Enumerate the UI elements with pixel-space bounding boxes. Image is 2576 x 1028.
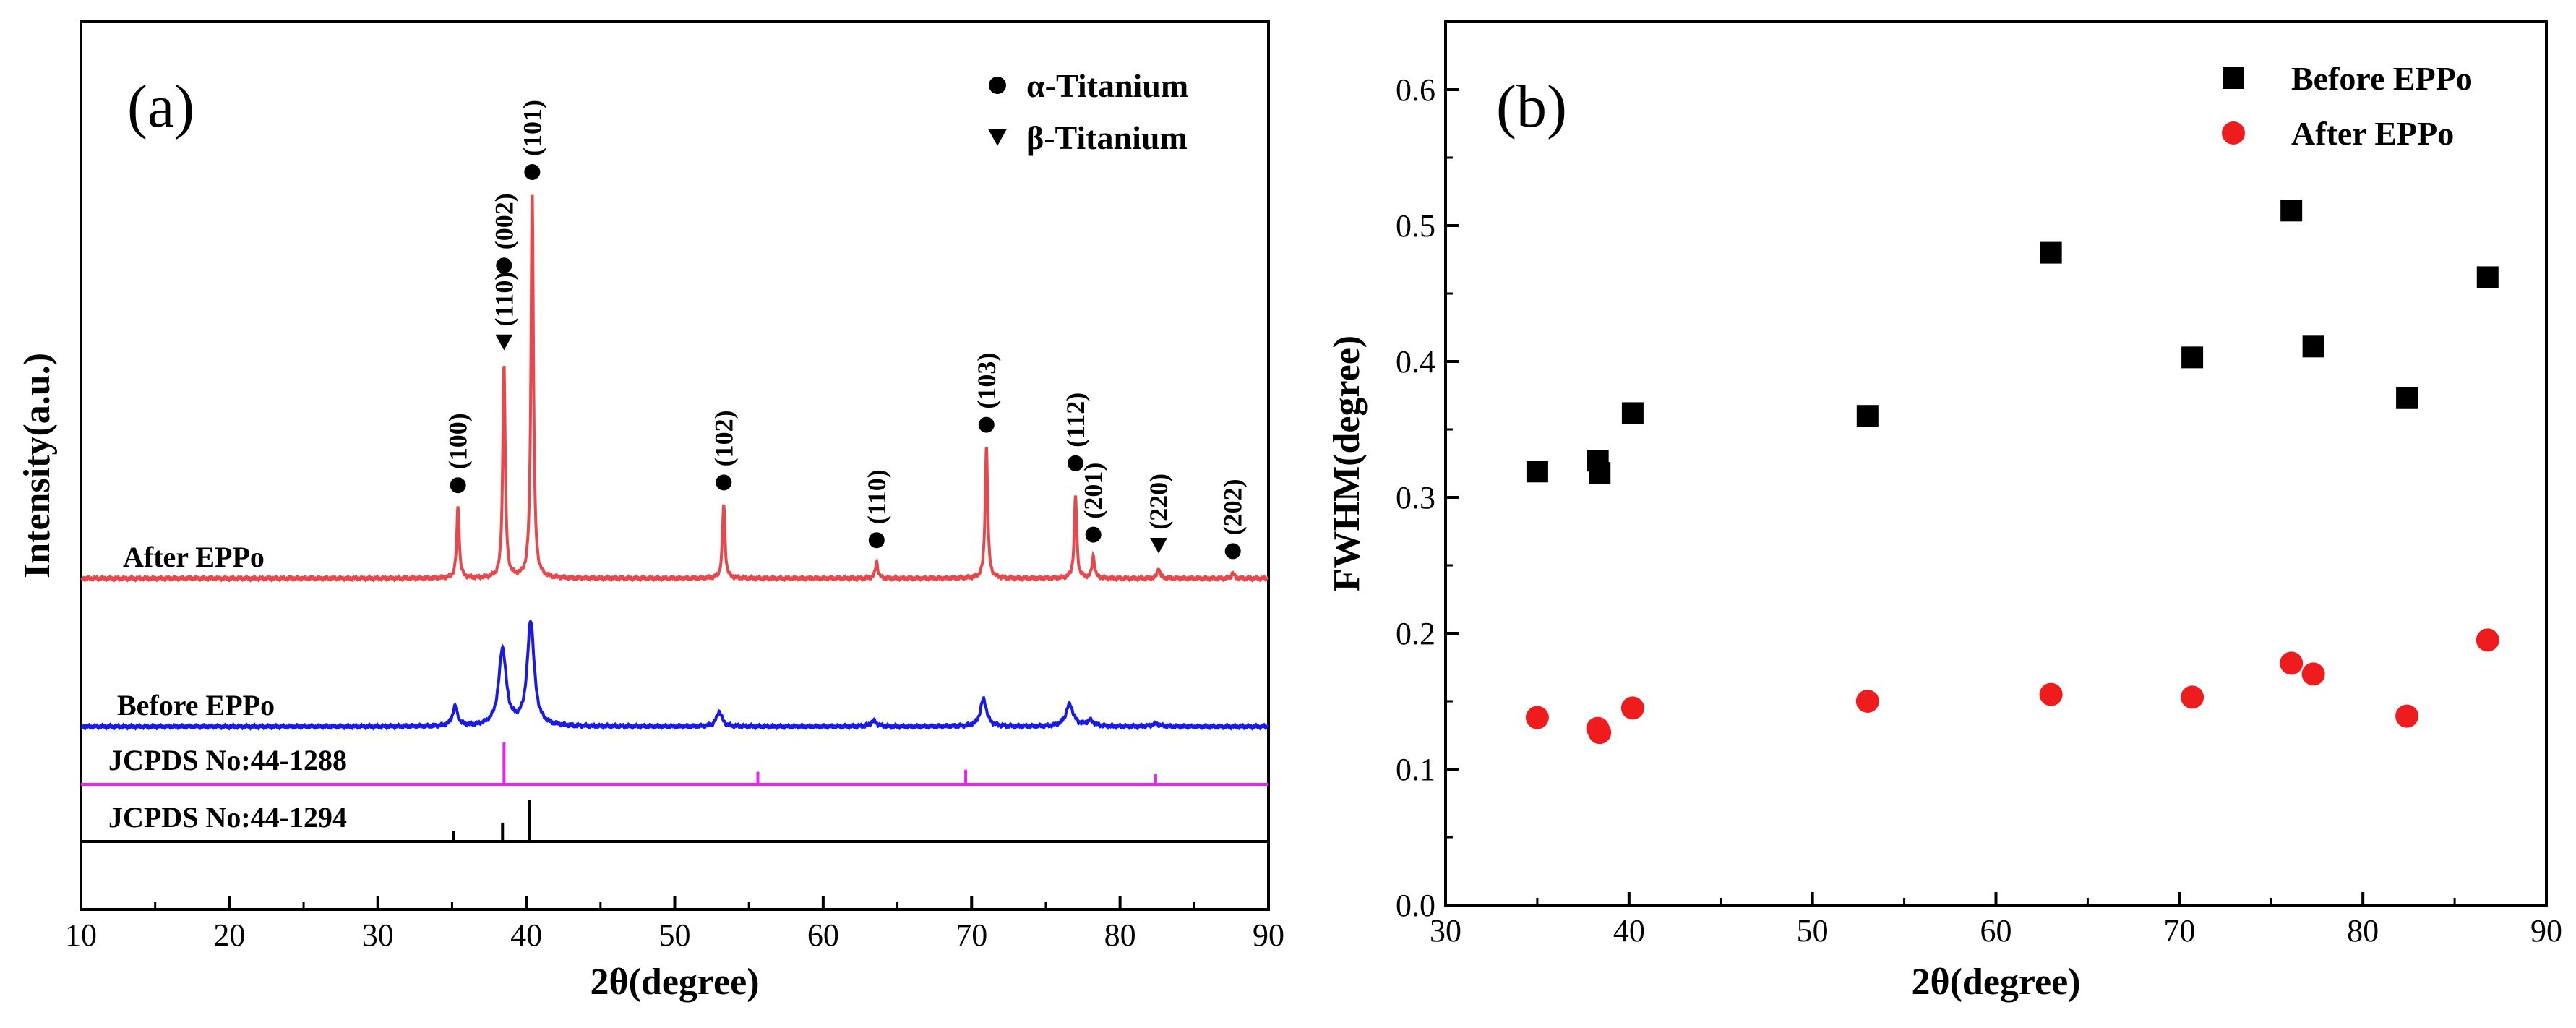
data-point-after	[2395, 704, 2419, 728]
x-tick-label-a: 40	[510, 917, 542, 953]
legend-label-a: α-Titanium	[1026, 67, 1188, 104]
peak-marker	[1150, 538, 1168, 554]
x-tick-label-a: 50	[659, 917, 691, 953]
data-point-after	[1855, 690, 1879, 713]
data-point-after	[1620, 696, 1644, 720]
data-point-after	[2476, 628, 2499, 652]
legend-label-b: After EPPo	[2291, 115, 2454, 152]
y-tick-label-b: 0.6	[1396, 72, 1435, 108]
data-point-after	[2181, 685, 2204, 709]
peak-index-label: (102)	[709, 410, 738, 466]
data-point-before	[1526, 461, 1548, 483]
peak-marker	[1224, 543, 1241, 560]
x-tick-label-b: 40	[1613, 913, 1645, 948]
peak-index-label: (201)	[1079, 463, 1108, 519]
x-tick-label-b: 30	[1430, 913, 1461, 948]
x-tick-label-b: 70	[2163, 913, 2195, 948]
peak-marker	[496, 257, 512, 274]
x-tick-label-a: 90	[1253, 917, 1284, 953]
plot-frame-b	[1444, 20, 2548, 907]
series-line-a	[80, 194, 1269, 583]
panel-label-b: (b)	[1496, 73, 1567, 140]
panel-a: 10 20 30 40 50 60 70 80 90 2θ(degree) Intensity(a.…	[17, 20, 1284, 1003]
panel-label-a: (a)	[127, 73, 194, 140]
panel-b: 30 40 50 60 70 80 90 0.0 0.1 0.2 0.3 0.4 0.5 0.6 2θ(de…	[1326, 20, 2562, 1003]
peak-index-label: (202)	[1219, 479, 1248, 535]
data-point-before	[2396, 387, 2418, 409]
x-tick-label-a: 80	[1104, 917, 1136, 953]
y-tick-label-b: 0.0	[1396, 888, 1435, 923]
x-axis-label-b: 2θ(degree)	[1911, 961, 2080, 1003]
x-tick-label-b: 60	[1980, 913, 2012, 948]
peak-index-label: (112)	[1061, 393, 1090, 447]
data-point-after	[2301, 662, 2325, 686]
data-point-before	[1589, 462, 1611, 484]
y-tick-label-b: 0.4	[1396, 344, 1435, 380]
data-point-after	[1525, 706, 1549, 729]
peak-index-label: (002)	[489, 193, 518, 249]
data-point-after	[2039, 682, 2063, 706]
peak-index-label: (100)	[444, 413, 473, 469]
legend-label-a: β-Titanium	[1026, 119, 1188, 156]
legend-marker-a	[989, 77, 1006, 94]
peak-index-label: (103)	[972, 353, 1001, 409]
y-tick-label-b: 0.1	[1396, 752, 1435, 787]
data-point-before	[1856, 405, 1879, 427]
x-tick-label-a: 20	[213, 917, 245, 953]
data-point-before	[2302, 335, 2324, 358]
x-tick-label-a: 60	[807, 917, 839, 953]
data-point-before	[2181, 346, 2204, 369]
x-tick-label-b: 50	[1797, 913, 1829, 948]
legend-label-b: Before EPPo	[2291, 60, 2473, 97]
legend-marker-a	[988, 129, 1007, 146]
peak-marker	[978, 416, 995, 433]
peak-marker	[716, 474, 732, 491]
peak-marker	[1085, 526, 1102, 543]
reference-label: JCPDS No:44-1288	[108, 744, 347, 776]
peak-marker	[524, 164, 541, 180]
x-tick-label-a: 30	[362, 917, 394, 953]
y-axis-label-b: FWHM(degree)	[1326, 335, 1368, 591]
peak-marker	[450, 477, 466, 494]
series-label-a: After EPPo	[123, 541, 265, 573]
x-tick-label-b: 80	[2347, 913, 2379, 948]
legend-marker-b	[2222, 121, 2245, 145]
series-line-a	[80, 619, 1269, 731]
peak-marker	[495, 334, 513, 351]
series-label-a: Before EPPo	[117, 689, 275, 721]
x-axis-label-a: 2θ(degree)	[590, 961, 759, 1003]
data-point-after	[2280, 651, 2304, 675]
peak-index-label: (110)	[489, 272, 518, 327]
y-tick-label-b: 0.5	[1396, 208, 1435, 244]
peak-marker	[868, 532, 885, 549]
x-tick-label-a: 70	[956, 917, 987, 953]
y-tick-label-b: 0.2	[1396, 616, 1435, 651]
reference-label: JCPDS No:44-1294	[108, 801, 347, 834]
y-axis-label-a: Intensity(a.u.)	[17, 353, 58, 578]
y-tick-label-b: 0.3	[1396, 480, 1435, 515]
peak-index-label: (110)	[862, 469, 891, 524]
peak-index-label: (220)	[1144, 474, 1173, 530]
data-point-before	[1621, 402, 1644, 424]
data-point-before	[2476, 266, 2499, 288]
peak-index-label: (101)	[518, 100, 546, 156]
legend-marker-b	[2223, 67, 2244, 89]
x-tick-label-b: 90	[2530, 913, 2562, 948]
data-point-before	[2040, 241, 2062, 264]
data-point-before	[2280, 200, 2303, 222]
data-point-after	[1588, 721, 1612, 745]
x-tick-label-a: 10	[65, 917, 97, 953]
peak-marker	[1068, 455, 1084, 471]
